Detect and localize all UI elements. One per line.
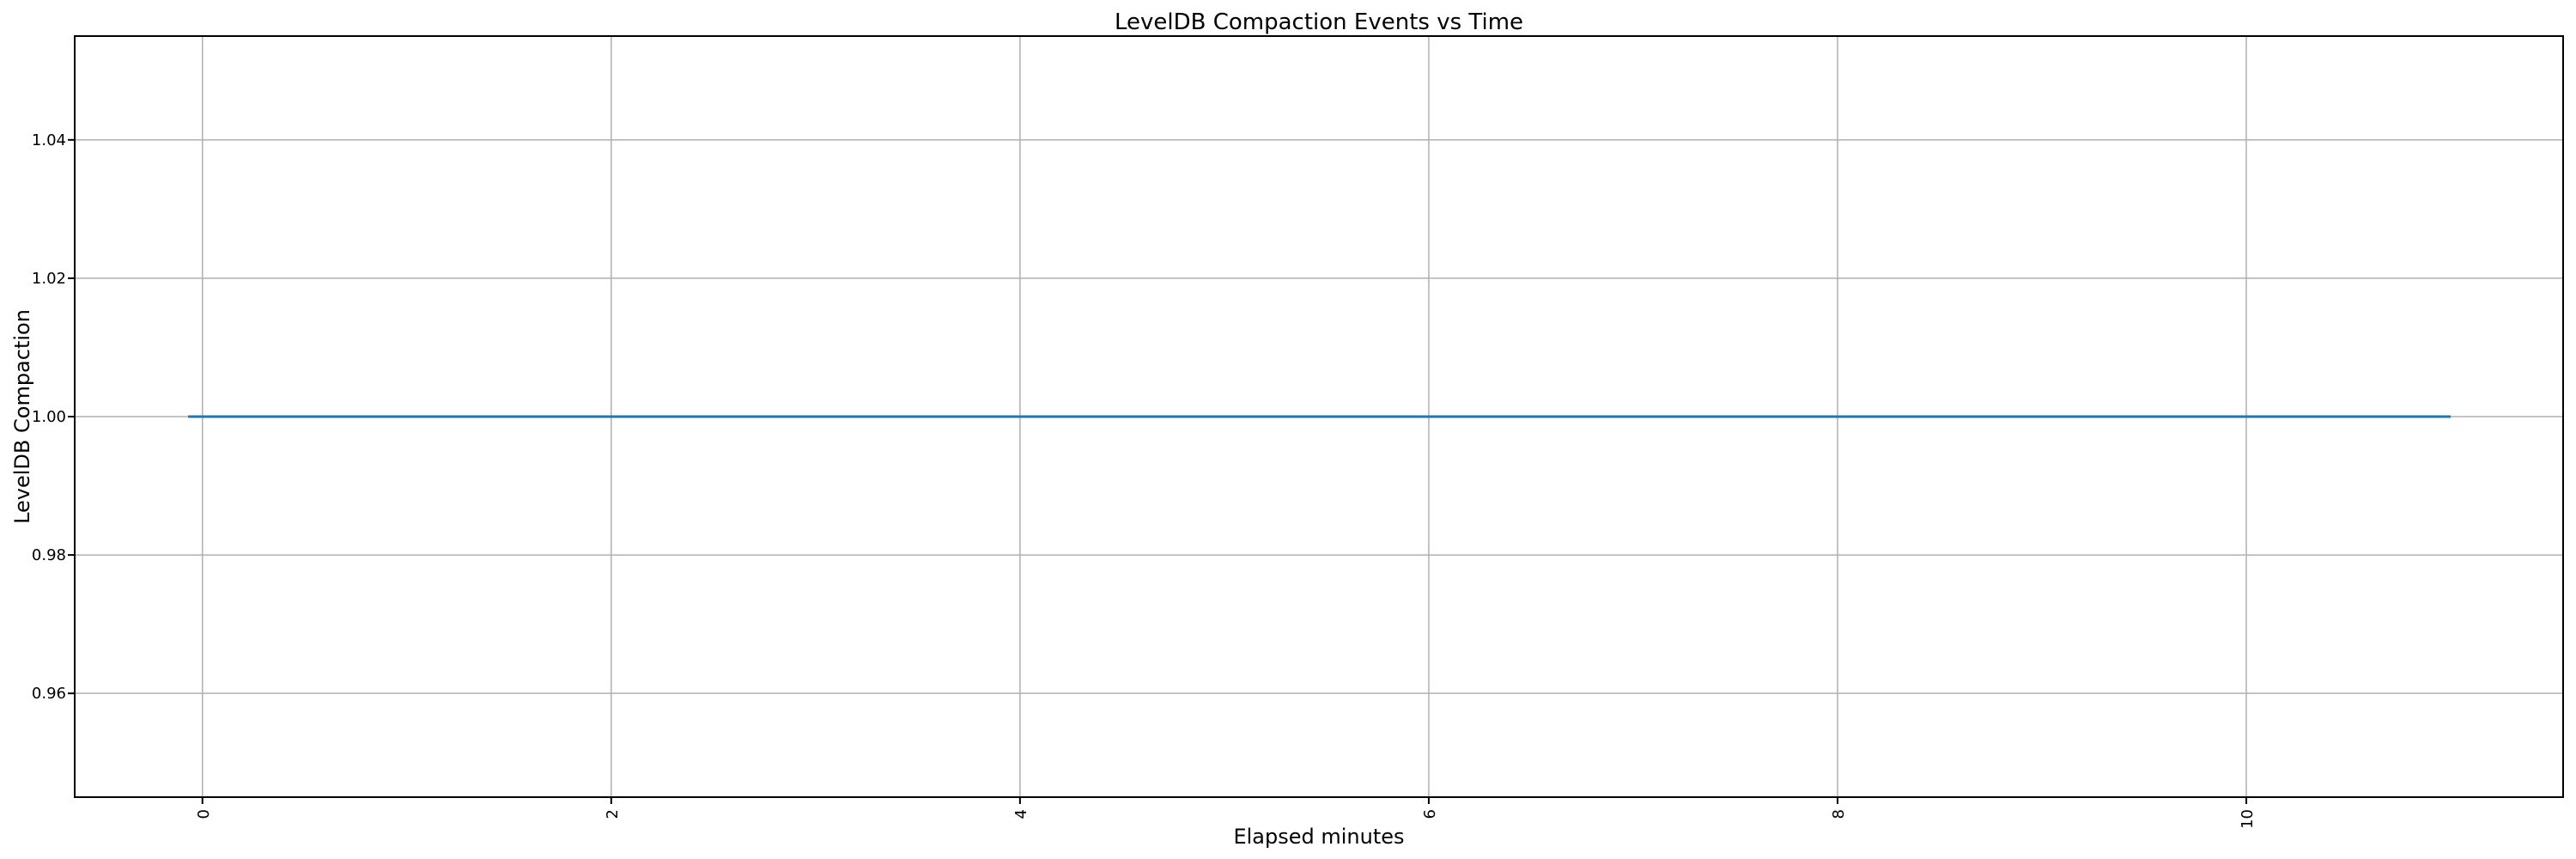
y-tick-label: 1.04 [32,131,66,149]
x-tick-label: 4 [1012,809,1030,819]
x-tick-label: 2 [604,809,622,819]
y-tick-label: 0.98 [32,546,66,564]
x-tick-label: 10 [2239,809,2257,829]
y-axis-label: LevelDB Compaction [10,309,34,524]
x-tick-label: 6 [1421,809,1439,819]
tick-layer [68,138,2248,804]
y-tick-label: 0.96 [32,685,66,703]
plot-frame [74,35,2564,798]
tick-label-layer: 0 2 4 6 8 10 0.96 0.98 1.00 1.02 1.04 [32,131,2257,829]
y-tick-label: 1.02 [32,270,66,288]
y-tick-label: 1.00 [32,408,66,426]
chart-title: LevelDB Compaction Events vs Time [1115,9,1523,35]
x-tick-label: 8 [1830,809,1848,819]
x-axis-label: Elapsed minutes [1233,825,1404,849]
x-tick-label: 0 [195,809,213,819]
